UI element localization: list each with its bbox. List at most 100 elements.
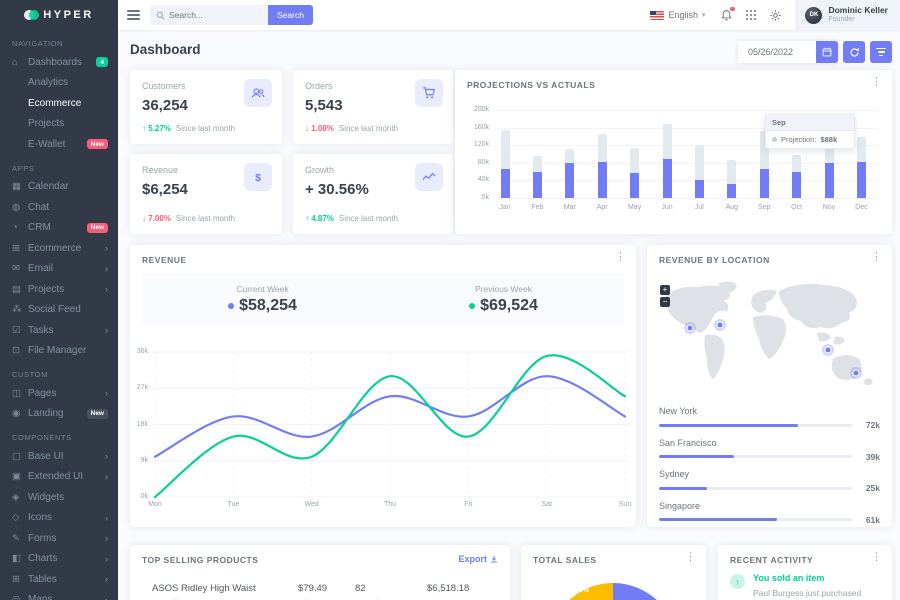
- stat-card-customers: Customers 36,254 ↑ 5.27% Since last month: [130, 70, 282, 144]
- sidebar-item-analytics[interactable]: Analytics: [0, 73, 118, 94]
- x-tick-label: Fri: [464, 501, 473, 508]
- menu-toggle-button[interactable]: [127, 8, 140, 22]
- status-badge: 4: [96, 57, 108, 68]
- users-icon: [244, 79, 272, 107]
- sidebar-item-pages[interactable]: ◫ Pages ›: [0, 383, 118, 404]
- date-value[interactable]: 05/26/2022: [738, 41, 816, 63]
- line-series-current-week: [153, 375, 627, 458]
- kebab-menu-icon[interactable]: ⋮: [871, 251, 882, 263]
- sidebar-item-projects[interactable]: ▤ Projects ›: [0, 279, 118, 300]
- date-range-picker[interactable]: 05/26/2022: [738, 41, 838, 63]
- bar-oct[interactable]: [792, 155, 802, 198]
- us-flag-icon: [650, 10, 665, 20]
- bar-chart-plot: [497, 110, 878, 199]
- sidebar-item-email[interactable]: ✉ Email ›: [0, 259, 118, 280]
- kebab-menu-icon[interactable]: ⋮: [685, 551, 696, 563]
- location-row-new-york: New York 72k: [659, 406, 880, 430]
- sidebar-item-landing[interactable]: ◉ Landing New: [0, 404, 118, 425]
- sidebar-section-label: NAVIGATION: [12, 39, 64, 48]
- sidebar-item-calendar[interactable]: ▦ Calendar: [0, 177, 118, 198]
- table-row: ASOS Ridley High Waist07 April 2018$79.4…: [152, 583, 500, 600]
- app-logo[interactable]: HYPER: [0, 0, 118, 30]
- calendar-button[interactable]: [816, 41, 838, 63]
- sidebar-item-social-feed[interactable]: ⁂ Social Feed: [0, 300, 118, 321]
- y-tick-label: 0k: [140, 493, 148, 500]
- bar-jul[interactable]: [694, 144, 704, 198]
- sidebar-item-label: Social Feed: [28, 304, 81, 316]
- sidebar-item-icons[interactable]: ◇ Icons ›: [0, 508, 118, 529]
- apps-grid-button[interactable]: [745, 9, 757, 21]
- location-name: Singapore: [659, 500, 701, 511]
- table-cell: 82 Quantity: [355, 583, 427, 600]
- series-dot: [469, 302, 476, 309]
- bar-feb[interactable]: [532, 155, 542, 198]
- kebab-menu-icon[interactable]: ⋮: [871, 76, 882, 88]
- world-map[interactable]: + −: [657, 275, 882, 403]
- bar-may[interactable]: [630, 147, 640, 198]
- page-title: Dashboard: [130, 42, 201, 57]
- actual-bar-segment: [597, 162, 607, 198]
- language-selector[interactable]: English ▾: [650, 10, 706, 20]
- sidebar-item-forms[interactable]: ✎ Forms ›: [0, 528, 118, 549]
- bar-sep[interactable]: [759, 130, 769, 198]
- projection-bar-segment: [565, 148, 575, 163]
- sidebar-item-e-wallet[interactable]: E-Wallet New: [0, 134, 118, 155]
- bar-jun[interactable]: [662, 123, 672, 198]
- stat-delta: ↑ 5.27% Since last month: [142, 124, 235, 133]
- delta-percent: ↑ 5.27%: [142, 124, 171, 133]
- search-button[interactable]: Search: [268, 5, 313, 25]
- kebab-menu-icon[interactable]: ⋮: [615, 251, 626, 263]
- card-title: RECENT ACTIVITY: [730, 555, 814, 565]
- cell-value: 82: [355, 583, 366, 594]
- delta-note: Since last month: [175, 124, 236, 133]
- export-button[interactable]: Export: [458, 554, 498, 564]
- bar-aug[interactable]: [727, 159, 737, 198]
- refresh-button[interactable]: [843, 41, 865, 63]
- sidebar-item-projects[interactable]: Projects: [0, 114, 118, 135]
- map-zoom-out-button[interactable]: −: [660, 297, 670, 307]
- sidebar-item-file-manager[interactable]: ⊡ File Manager: [0, 341, 118, 362]
- projection-bar-segment: [824, 136, 834, 163]
- sidebar-item-tables[interactable]: ⊞ Tables ›: [0, 569, 118, 590]
- projection-bar-segment: [759, 130, 769, 170]
- sidebar-item-charts[interactable]: ◧ Charts ›: [0, 549, 118, 570]
- user-menu[interactable]: DK Dominic Keller Founder: [795, 0, 900, 30]
- bar-jan[interactable]: [500, 129, 510, 198]
- kebab-menu-icon[interactable]: ⋮: [871, 551, 882, 563]
- sidebar-item-base-ui[interactable]: ▢ Base UI ›: [0, 446, 118, 467]
- filter-icon: [876, 46, 886, 58]
- stat-title: Growth: [305, 165, 335, 175]
- sidebar-item-widgets[interactable]: ◈ Widgets: [0, 487, 118, 508]
- email-icon: ✉: [12, 263, 20, 275]
- page-head-controls: 05/26/2022: [738, 41, 892, 63]
- chevron-right-icon: ›: [105, 263, 108, 274]
- sidebar-item-label: Tables: [28, 573, 57, 585]
- table-cell: $6,518.18 Amount: [427, 583, 500, 600]
- sidebar-item-ecommerce[interactable]: ⊞ Ecommerce ›: [0, 238, 118, 259]
- bar-dec[interactable]: [856, 136, 866, 198]
- delta-note: Since last month: [338, 214, 399, 223]
- sidebar-item-crm[interactable]: ◔ CRM New: [0, 218, 118, 239]
- sidebar-item-extended-ui[interactable]: ▣ Extended UI ›: [0, 467, 118, 488]
- filter-button[interactable]: [870, 41, 892, 63]
- x-tick-label: Jan: [499, 204, 511, 211]
- actual-bar-segment: [792, 172, 802, 198]
- marker-new-york: [714, 319, 726, 331]
- bar-apr[interactable]: [597, 133, 607, 198]
- sidebar-item-dashboards[interactable]: ⌂ Dashboards 4: [0, 52, 118, 73]
- map-zoom-in-button[interactable]: +: [660, 285, 670, 295]
- sidebar-item-chat[interactable]: ◍ Chat: [0, 197, 118, 218]
- settings-button[interactable]: [769, 9, 782, 22]
- sidebar-item-tasks[interactable]: ☑ Tasks ›: [0, 320, 118, 341]
- bar-nov[interactable]: [824, 136, 834, 198]
- delta-percent: ↑ 4.87%: [305, 214, 334, 223]
- bar-mar[interactable]: [565, 148, 575, 198]
- stat-delta: ↓ 7.00% Since last month: [142, 214, 235, 223]
- chevron-right-icon: ›: [105, 553, 108, 564]
- search-input[interactable]: [169, 10, 249, 20]
- notifications-button[interactable]: [720, 6, 735, 22]
- avatar: DK: [805, 6, 823, 24]
- extended-ui-icon: ▣: [12, 471, 21, 483]
- sidebar-item-ecommerce[interactable]: Ecommerce: [0, 93, 118, 114]
- sidebar-item-maps[interactable]: ◎ Maps ›: [0, 590, 118, 600]
